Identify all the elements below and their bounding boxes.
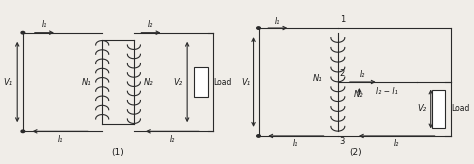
Text: (2): (2): [350, 148, 362, 157]
Text: I₂: I₂: [360, 70, 365, 79]
Text: N₂: N₂: [354, 90, 364, 99]
Text: I₂: I₂: [394, 139, 400, 148]
Text: Load: Load: [451, 104, 470, 113]
Circle shape: [257, 135, 260, 137]
FancyBboxPatch shape: [432, 90, 446, 128]
Text: V₁: V₁: [241, 78, 251, 86]
FancyBboxPatch shape: [194, 67, 208, 97]
Text: N₂: N₂: [144, 78, 154, 86]
Text: V₁: V₁: [4, 78, 13, 86]
Text: I₁: I₁: [58, 135, 63, 144]
Text: I₂: I₂: [170, 135, 175, 144]
Text: I₁: I₁: [275, 17, 281, 26]
Text: 2: 2: [340, 69, 345, 78]
Text: V₂: V₂: [173, 78, 182, 86]
Circle shape: [21, 31, 25, 34]
Text: 1: 1: [340, 15, 345, 24]
Text: (1): (1): [112, 148, 124, 157]
Text: N₁: N₁: [313, 74, 322, 83]
Text: I₁: I₁: [293, 139, 299, 148]
Circle shape: [257, 27, 260, 29]
Text: N₁: N₁: [82, 78, 91, 86]
Circle shape: [21, 130, 25, 133]
Text: V₂: V₂: [417, 104, 426, 113]
Text: I₂ − I₁: I₂ − I₁: [376, 87, 398, 96]
Text: I₂: I₂: [148, 20, 154, 30]
Text: 3: 3: [340, 137, 345, 146]
Text: Load: Load: [213, 78, 232, 86]
Text: I₁: I₁: [42, 20, 47, 30]
